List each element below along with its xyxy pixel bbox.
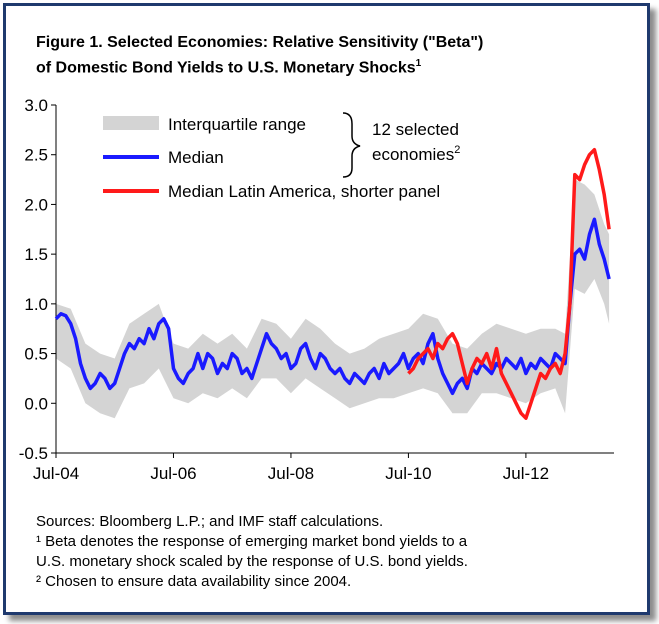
legend-latam-label: Median Latin America, shorter panel [168, 182, 440, 201]
figure-title: Figure 1. Selected Economies: Relative S… [36, 32, 646, 78]
x-tick-label: Jul-06 [150, 464, 196, 483]
footnote-1-line-2: U.S. monetary shock scaled by the respon… [36, 553, 468, 570]
title-line-2-text: of Domestic Bond Yields to U.S. Monetary… [36, 59, 416, 77]
x-tick-label: Jul-12 [503, 464, 549, 483]
iqr-band [56, 179, 610, 419]
legend-group-brace [342, 112, 361, 178]
legend-iqr-swatch [103, 116, 159, 130]
legend-median-label: Median [168, 148, 224, 167]
x-tick-label: Jul-08 [268, 464, 314, 483]
sources-note: Sources: Bloomberg L.P.; and IMF staff c… [36, 513, 384, 530]
legend-group-footnote-marker: 2 [454, 144, 460, 156]
legend-group-label-2: economies2 [372, 144, 460, 164]
y-tick-label: 0.0 [24, 394, 48, 413]
median-line [54, 217, 611, 396]
figure-frame [3, 3, 650, 615]
legend-group-label-2-text: economies [372, 145, 454, 164]
x-tick-label: Jul-10 [385, 464, 431, 483]
y-tick-label: 2.0 [24, 195, 48, 214]
footnote-2: ² Chosen to ensure data availability sin… [36, 573, 352, 590]
y-tick-label: 1.0 [24, 295, 48, 314]
legend-iqr-label: Interquartile range [168, 115, 306, 134]
y-tick-label: 0.5 [24, 345, 48, 364]
y-tick-label: 1.5 [24, 245, 48, 264]
footnotes: Sources: Bloomberg L.P.; and IMF staff c… [36, 512, 646, 592]
footnote-1-line-1: ¹ Beta denotes the response of emerging … [36, 533, 468, 550]
title-line-2: of Domestic Bond Yields to U.S. Monetary… [36, 53, 646, 78]
x-tick-label: Jul-04 [33, 464, 79, 483]
y-tick-label: 3.0 [24, 96, 48, 115]
legend: Interquartile range Median Median Latin … [103, 112, 460, 201]
latam-median-line [407, 147, 611, 420]
series-layer [54, 147, 611, 420]
legend-group-label-1: 12 selected [372, 120, 459, 139]
title-line-1: Figure 1. Selected Economies: Relative S… [36, 34, 484, 51]
title-footnote-marker: 1 [415, 58, 422, 69]
y-tick-label: 2.5 [24, 146, 48, 165]
y-tick-label: -0.5 [19, 444, 48, 463]
iqr-band-layer [56, 179, 610, 419]
